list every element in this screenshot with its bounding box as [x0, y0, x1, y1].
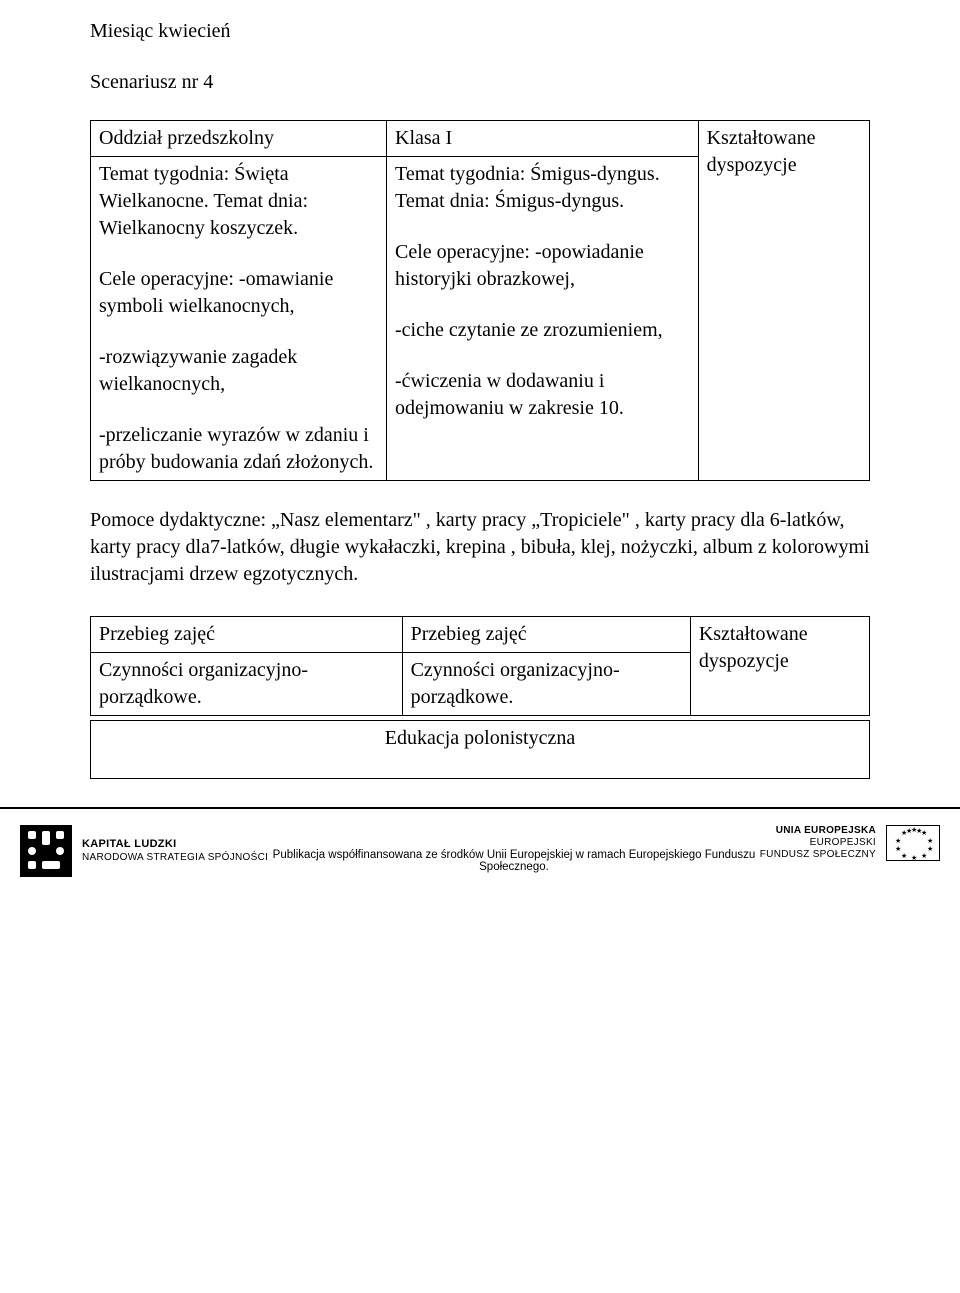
text-block: -ciche czytanie ze zrozumieniem, — [395, 317, 690, 344]
table-row: Przebieg zajęć Przebieg zajęć Kształtowa… — [91, 617, 870, 653]
content-table-3: Edukacja polonistyczna — [90, 720, 870, 779]
footer-right: UNIA EUROPEJSKA EUROPEJSKI FUNDUSZ SPOŁE… — [760, 825, 960, 861]
cell-temat-left: Temat tygodnia: Święta Wielkanocne. Tema… — [91, 157, 387, 481]
intro-month: Miesiąc kwiecień — [90, 18, 870, 45]
text-block: -ćwiczenia w dodawaniu i odejmowaniu w z… — [395, 368, 690, 422]
document-intro: Miesiąc kwiecień Scenariusz nr 4 — [90, 18, 870, 96]
eu-line2: EUROPEJSKI — [760, 837, 876, 849]
kl-subtitle: NARODOWA STRATEGIA SPÓJNOŚCI — [82, 852, 268, 864]
table-row: Oddział przedszkolny Klasa I Kształtowan… — [91, 121, 870, 157]
content-table-2: Przebieg zajęć Przebieg zajęć Kształtowa… — [90, 616, 870, 716]
page-footer: KAPITAŁ LUDZKI NARODOWA STRATEGIA SPÓJNO… — [0, 807, 960, 907]
footer-left: KAPITAŁ LUDZKI NARODOWA STRATEGIA SPÓJNO… — [0, 825, 268, 877]
cell-oddzial: Oddział przedszkolny — [91, 121, 387, 157]
cell-temat-right: Temat tygodnia: Śmigus-dyngus. Temat dni… — [387, 157, 699, 481]
cell-czynnosci-left: Czynności organizacyjno-porządkowe. — [91, 653, 403, 716]
intro-scenario: Scenariusz nr 4 — [90, 69, 870, 96]
eu-line3: FUNDUSZ SPOŁECZNY — [760, 849, 876, 861]
kl-logo-text: KAPITAŁ LUDZKI NARODOWA STRATEGIA SPÓJNO… — [82, 838, 268, 863]
eu-flag-icon: ★ ★ ★ ★ ★ ★ ★ ★ ★ ★ ★ ★ — [886, 825, 940, 861]
text-block: Cele operacyjne: -opowiadanie historyjki… — [395, 239, 690, 293]
cell-ksztaltowane: Kształtowane dyspozycje — [698, 121, 869, 481]
footer-center-text: Publikacja współfinansowana ze środków U… — [268, 849, 760, 873]
eu-text: UNIA EUROPEJSKA EUROPEJSKI FUNDUSZ SPOŁE… — [760, 825, 876, 861]
cell-edukacja: Edukacja polonistyczna — [91, 721, 870, 779]
cell-przebieg-left: Przebieg zajęć — [91, 617, 403, 653]
cell-klasa: Klasa I — [387, 121, 699, 157]
kl-logo-icon — [20, 825, 72, 877]
kapital-ludzki-logo: KAPITAŁ LUDZKI NARODOWA STRATEGIA SPÓJNO… — [20, 825, 268, 877]
materials-paragraph: Pomoce dydaktyczne: „Nasz elementarz" , … — [90, 507, 870, 588]
kl-title: KAPITAŁ LUDZKI — [82, 838, 268, 851]
content-table-1: Oddział przedszkolny Klasa I Kształtowan… — [90, 120, 870, 481]
eu-line1: UNIA EUROPEJSKA — [760, 825, 876, 837]
text-block: -rozwiązywanie zagadek wielkanocnych, — [99, 344, 378, 398]
cell-czynnosci-right: Czynności organizacyjno-porządkowe. — [402, 653, 690, 716]
text-block: Temat tygodnia: Święta Wielkanocne. Tema… — [99, 161, 378, 242]
table-row: Edukacja polonistyczna — [91, 721, 870, 779]
text-block: -przeliczanie wyrazów w zdaniu i próby b… — [99, 422, 378, 476]
cell-przebieg-right: Przebieg zajęć — [402, 617, 690, 653]
text-block: Cele operacyjne: -omawianie symboli wiel… — [99, 266, 378, 320]
cell-ksztaltowane2: Kształtowane dyspozycje — [690, 617, 869, 716]
text-block: Temat tygodnia: Śmigus-dyngus. Temat dni… — [395, 161, 690, 215]
